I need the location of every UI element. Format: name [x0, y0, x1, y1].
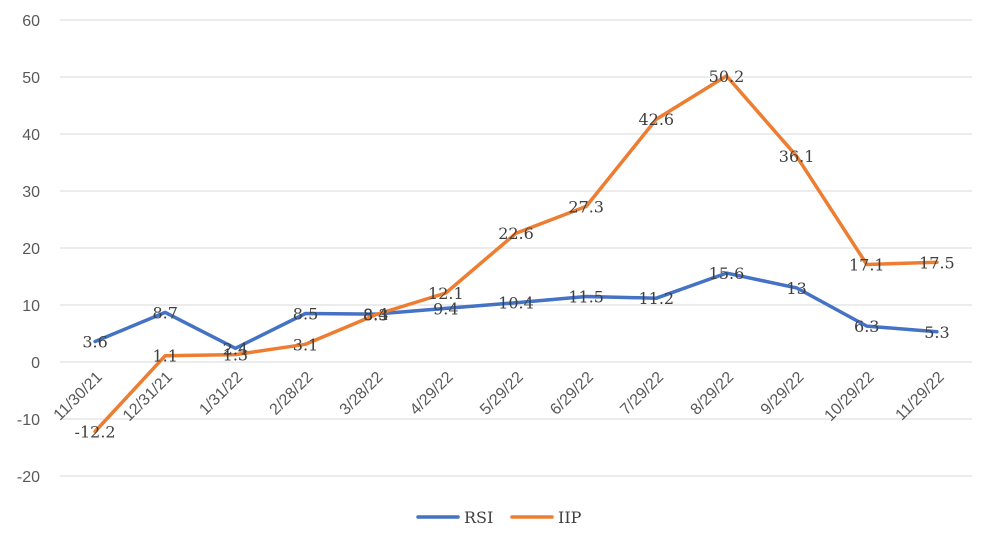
y-tick-label: 50 [22, 70, 40, 87]
y-tick-label: 20 [22, 241, 40, 258]
y-tick-label: 60 [22, 13, 40, 30]
y-tick-label: -10 [17, 412, 40, 429]
data-label-rsi: 11.5 [568, 287, 604, 306]
y-tick-label: 10 [22, 298, 40, 315]
data-label-rsi: 8.7 [153, 303, 178, 322]
data-label-rsi: 9.4 [433, 299, 458, 318]
data-label-rsi: 8.5 [293, 305, 318, 324]
data-label-iip: 42.6 [638, 110, 674, 129]
data-label-iip: 3.1 [293, 335, 318, 354]
x-tick-label: 4/29/22 [407, 369, 457, 419]
data-label-iip: 27.3 [568, 197, 604, 216]
data-label-iip: 50.2 [709, 67, 745, 86]
data-label-iip: 17.5 [919, 253, 955, 272]
data-label-rsi: 5.3 [924, 323, 949, 342]
y-tick-label: 0 [31, 355, 40, 372]
data-label-rsi: 13 [786, 279, 806, 298]
data-label-rsi: 11.2 [638, 289, 674, 308]
data-label-rsi: 15.6 [709, 264, 745, 283]
x-tick-label: 7/29/22 [617, 369, 667, 419]
series-lines [93, 74, 939, 434]
data-label-rsi: 6.3 [854, 317, 879, 336]
x-tick-label: 2/28/22 [267, 369, 317, 419]
data-label-iip: -12.2 [75, 423, 116, 442]
x-tick-label: 1/31/22 [196, 369, 246, 419]
data-labels: 3.6 8.7 2.4 8.5 8.4 9.4 10.4 11.5 11.2 15.6 13 6.3 5… [75, 67, 955, 442]
legend-label-iip: IIP [558, 508, 582, 527]
y-tick-label: -20 [17, 469, 40, 486]
data-label-rsi: 2.4 [223, 339, 248, 358]
data-label-iip: 12.1 [428, 284, 464, 303]
data-label-iip: 8.3 [363, 306, 388, 325]
x-tick-label: 6/29/22 [547, 369, 597, 419]
x-tick-label: 5/29/22 [477, 369, 527, 419]
data-label-rsi: 3.6 [82, 332, 107, 351]
y-axis-ticks: -20 -10 0 10 20 30 40 50 60 [17, 13, 40, 486]
x-tick-label: 8/29/22 [688, 369, 738, 419]
x-tick-label: 3/28/22 [337, 369, 387, 419]
x-tick-label: 9/29/22 [758, 369, 808, 419]
x-axis-ticks: 11/30/21 12/31/21 1/31/22 2/28/22 3/28/22 4/2… [51, 369, 948, 425]
gridlines [60, 19, 972, 477]
legend: RSI IIP [416, 508, 582, 527]
legend-label-rsi: RSI [464, 508, 493, 527]
x-tick-label: 11/30/21 [51, 369, 106, 424]
series-line-rsi [93, 271, 939, 351]
data-label-iip: 1.1 [153, 347, 178, 366]
y-tick-label: 30 [22, 184, 40, 201]
y-tick-label: 40 [22, 127, 40, 144]
series-line-iip [93, 74, 939, 434]
data-label-iip: 17.1 [849, 256, 885, 275]
x-tick-label: 10/29/22 [822, 369, 878, 425]
x-tick-label: 11/29/22 [893, 369, 948, 424]
data-label-rsi: 10.4 [498, 294, 534, 313]
data-label-iip: 1.3 [223, 346, 248, 365]
data-label-iip: 36.1 [779, 147, 815, 166]
data-label-rsi: 8.4 [363, 305, 388, 324]
data-label-iip: 22.6 [498, 224, 534, 243]
